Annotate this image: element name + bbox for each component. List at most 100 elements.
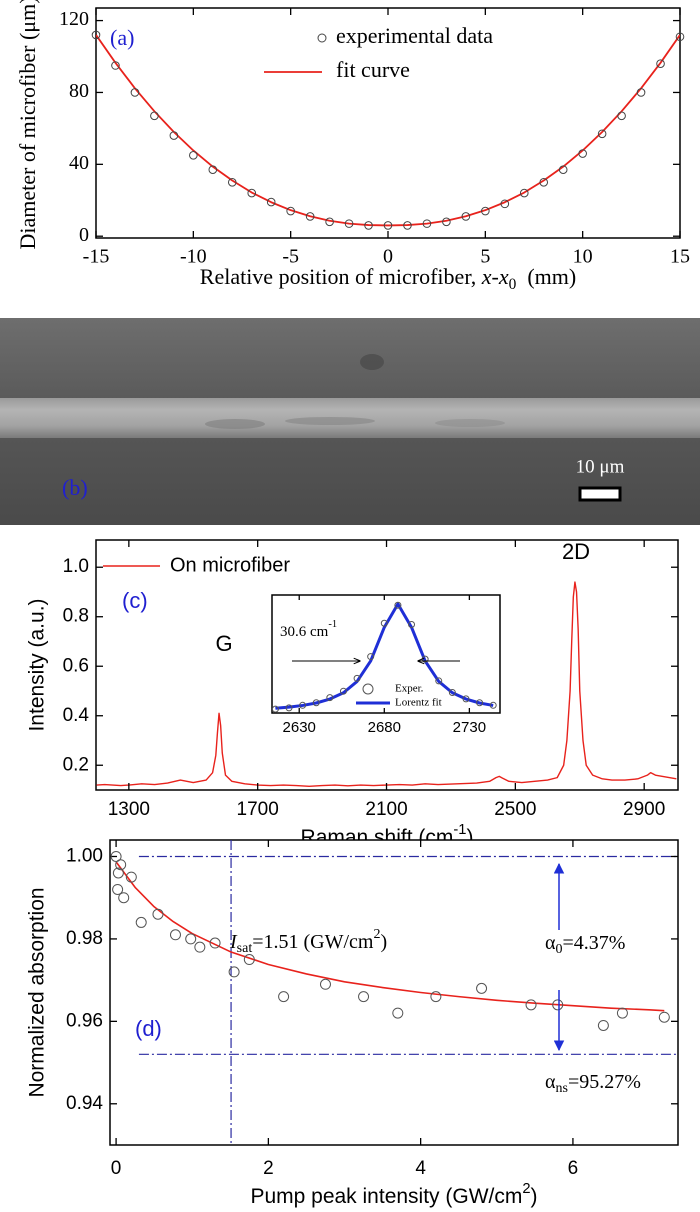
- fwhm-label: 30.6 cm-1: [280, 619, 337, 640]
- data-point: [169, 131, 179, 140]
- scale-bar-label: 10 μm: [576, 456, 625, 477]
- y-axis-label: Diameter of microfiber (μm): [15, 0, 40, 250]
- data-point: [152, 908, 164, 920]
- data-line: [115, 861, 665, 1012]
- annotation-part: 0: [555, 942, 562, 957]
- x-tick-label: 2500: [494, 799, 536, 820]
- data-line: [96, 581, 677, 787]
- y-tick-label: 0.98: [66, 928, 103, 949]
- data-point: [110, 850, 122, 862]
- data-point: [228, 966, 240, 978]
- data-point: [312, 699, 320, 707]
- plot-frame: [271, 594, 501, 714]
- data-point: [353, 674, 361, 682]
- y-tick-label: 0.96: [66, 1010, 103, 1031]
- legend-label: Exper.: [395, 683, 424, 695]
- y-tick-label: 40: [69, 152, 89, 174]
- annotation: Isat=1.51 (GW/cm2): [229, 927, 387, 956]
- data-point: [271, 705, 279, 713]
- data-point: [169, 929, 181, 941]
- plot-clip-group: [115, 840, 678, 1143]
- x-tick-label: 1700: [237, 799, 279, 820]
- panel-label: (b): [62, 475, 88, 500]
- annotation: αns=95.27%: [545, 1071, 641, 1097]
- data-point: [380, 619, 388, 627]
- data-point: [489, 701, 497, 709]
- plot-frame: [109, 839, 679, 1146]
- data-point: [597, 1019, 609, 1031]
- x-tick-label: 5: [480, 246, 490, 268]
- data-point: [578, 149, 587, 158]
- data-point: [476, 982, 488, 994]
- data-point: [442, 217, 451, 227]
- annotation-part: I: [229, 931, 238, 953]
- data-point: [675, 32, 685, 42]
- data-point: [319, 978, 331, 990]
- y-tick-label: 1.00: [66, 846, 103, 867]
- data-point: [118, 892, 130, 904]
- data-point: [476, 699, 484, 707]
- x-axis-label-part: ): [531, 1185, 538, 1208]
- x-axis-label-part: -1: [453, 822, 466, 838]
- x-axis-label-part: Pump peak intensity (GW/cm: [250, 1185, 522, 1208]
- data-point: [227, 177, 237, 187]
- annotation-part: α: [545, 932, 556, 954]
- data-point: [394, 601, 402, 609]
- data-point: [558, 165, 568, 175]
- x-tick-label: -15: [83, 246, 110, 268]
- x-axis-label-part: ): [466, 826, 473, 849]
- legend-label: Lorentz fit: [395, 697, 442, 709]
- data-point: [135, 916, 147, 928]
- plot-clip-group: [96, 581, 677, 787]
- data-point: [636, 88, 646, 97]
- x-tick-label: 2: [263, 1158, 274, 1179]
- data-point: [278, 991, 290, 1003]
- y-tick-label: 0.6: [63, 655, 89, 676]
- sem-defect: [205, 419, 265, 429]
- data-point: [552, 999, 564, 1011]
- peak-label: G: [215, 631, 232, 656]
- annotation-part: ns: [555, 1081, 567, 1096]
- annotation-part: α: [545, 1071, 556, 1093]
- data-point: [616, 1007, 628, 1019]
- data-point: [130, 88, 140, 97]
- plot-clip-group: [96, 34, 680, 227]
- annotation-part: ): [380, 931, 387, 953]
- data-point: [266, 197, 276, 207]
- x-tick-label: 2100: [365, 799, 407, 820]
- y-axis-label: Intensity (a.u.): [26, 598, 49, 731]
- annotation-part: 2: [373, 927, 380, 942]
- data-point: [435, 677, 443, 685]
- data-point: [383, 221, 393, 230]
- data-point: [285, 704, 293, 712]
- x-tick-label: 0: [111, 1158, 122, 1179]
- x-tick-label: 10: [573, 246, 593, 268]
- x-tick-label: -5: [282, 246, 299, 268]
- x-tick-label: 6: [568, 1158, 579, 1179]
- data-point: [185, 933, 197, 945]
- x-axis-label-part: x-x: [481, 264, 509, 289]
- x-tick-label: 15: [670, 246, 690, 268]
- x-tick-label: 2730: [453, 719, 486, 736]
- x-tick-label: 4: [415, 1158, 426, 1179]
- micrograph: (b) 10 μm: [0, 318, 700, 525]
- data-point: [658, 1011, 670, 1023]
- y-tick-label: 1.0: [63, 556, 89, 577]
- data-point: [656, 59, 665, 69]
- data-point: [525, 999, 537, 1011]
- data-point: [112, 867, 124, 879]
- data-point: [339, 687, 347, 695]
- y-tick-label: 120: [59, 8, 89, 30]
- sem-defect: [435, 419, 505, 427]
- x-axis-label-part: 2: [522, 1181, 530, 1197]
- plot-frame: [95, 7, 681, 239]
- annotation: α0=4.37%: [545, 932, 625, 958]
- annotation-part: =1.51 (GW/cm: [252, 931, 374, 953]
- x-tick-label: -10: [180, 246, 207, 268]
- data-point: [189, 151, 198, 160]
- x-tick-label: 2630: [283, 719, 316, 736]
- data-point: [462, 695, 470, 703]
- x-axis-label-part: 0: [509, 276, 517, 293]
- data-point: [326, 694, 334, 702]
